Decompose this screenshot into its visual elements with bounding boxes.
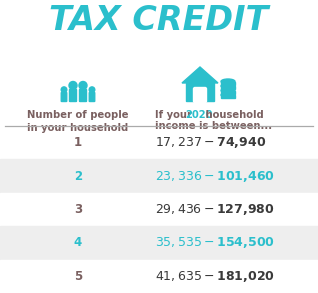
Text: 3: 3 [74,203,82,216]
FancyBboxPatch shape [89,93,95,101]
Text: Number of people
in your household: Number of people in your household [27,110,129,133]
Text: $35,535 - $154,500: $35,535 - $154,500 [155,235,275,251]
Circle shape [61,87,67,93]
Text: $41,635 - $181,020: $41,635 - $181,020 [155,269,275,284]
Text: 4: 4 [74,236,82,249]
Bar [0,126,318,159]
FancyBboxPatch shape [193,88,206,103]
Bar [0,260,318,293]
Text: 5: 5 [74,270,82,283]
Circle shape [69,81,77,89]
Ellipse shape [221,88,235,93]
Text: If your: If your [155,110,196,120]
Circle shape [79,81,87,89]
Text: 2020: 2020 [185,110,212,120]
Bar [221,86,235,89]
Text: household: household [202,110,264,120]
Polygon shape [182,67,218,83]
Ellipse shape [221,93,235,98]
Bar [0,159,318,193]
Bar [221,95,235,98]
Ellipse shape [221,79,235,84]
Text: 2: 2 [74,170,82,183]
Text: $17,237 - $74,940: $17,237 - $74,940 [155,135,266,150]
Text: income is between...: income is between... [155,121,272,131]
Ellipse shape [221,84,235,88]
FancyBboxPatch shape [80,89,86,101]
Text: 1: 1 [74,136,82,149]
Bar [0,193,318,226]
Bar [221,91,235,93]
Bar [186,83,214,101]
Text: $23,336 - $101,460: $23,336 - $101,460 [155,168,275,184]
FancyBboxPatch shape [70,89,77,101]
Text: $29,436 - $127,980: $29,436 - $127,980 [155,202,275,217]
Bar [0,226,318,260]
Text: TAX CREDIT: TAX CREDIT [49,4,269,38]
Bar [221,81,235,84]
Circle shape [89,87,95,93]
FancyBboxPatch shape [61,93,67,101]
